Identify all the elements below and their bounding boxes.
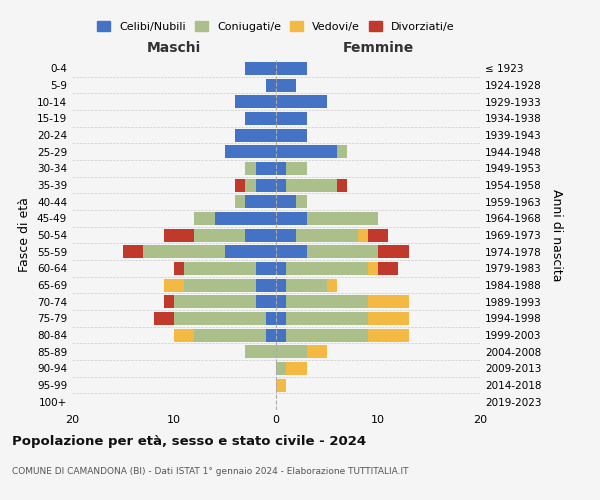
Bar — [266, 312, 276, 325]
Bar — [266, 328, 276, 342]
Bar — [276, 328, 286, 342]
Bar — [276, 128, 307, 141]
Bar — [286, 312, 368, 325]
Bar — [164, 228, 194, 241]
Bar — [378, 262, 398, 275]
Bar — [245, 228, 276, 241]
Bar — [286, 262, 368, 275]
Bar — [337, 178, 347, 192]
Bar — [286, 328, 368, 342]
Bar — [296, 228, 358, 241]
Bar — [307, 245, 378, 258]
Bar — [174, 262, 184, 275]
Bar — [276, 112, 307, 125]
Bar — [215, 212, 276, 225]
Bar — [307, 345, 327, 358]
Bar — [276, 162, 286, 175]
Bar — [154, 312, 174, 325]
Bar — [276, 78, 296, 92]
Bar — [368, 262, 378, 275]
Bar — [276, 228, 296, 241]
Bar — [276, 262, 286, 275]
Bar — [307, 212, 378, 225]
Bar — [337, 145, 347, 158]
Bar — [245, 345, 276, 358]
Bar — [276, 345, 307, 358]
Bar — [194, 228, 245, 241]
Bar — [276, 362, 286, 375]
Text: Popolazione per età, sesso e stato civile - 2024: Popolazione per età, sesso e stato civil… — [12, 435, 366, 448]
Bar — [256, 278, 276, 291]
Bar — [286, 362, 307, 375]
Bar — [123, 245, 143, 258]
Legend: Celibi/Nubili, Coniugati/e, Vedovi/e, Divorziati/e: Celibi/Nubili, Coniugati/e, Vedovi/e, Di… — [93, 16, 459, 36]
Bar — [286, 295, 368, 308]
Bar — [368, 295, 409, 308]
Bar — [327, 278, 337, 291]
Bar — [378, 245, 409, 258]
Bar — [194, 328, 266, 342]
Bar — [164, 278, 184, 291]
Y-axis label: Anni di nascita: Anni di nascita — [550, 188, 563, 281]
Bar — [235, 178, 245, 192]
Bar — [368, 312, 409, 325]
Bar — [286, 178, 337, 192]
Bar — [276, 95, 327, 108]
Bar — [235, 95, 276, 108]
Bar — [296, 195, 307, 208]
Bar — [256, 262, 276, 275]
Bar — [256, 295, 276, 308]
Bar — [174, 295, 256, 308]
Bar — [276, 245, 307, 258]
Bar — [286, 162, 307, 175]
Bar — [266, 78, 276, 92]
Bar — [184, 278, 256, 291]
Bar — [184, 262, 256, 275]
Text: COMUNE DI CAMANDONA (BI) - Dati ISTAT 1° gennaio 2024 - Elaborazione TUTTITALIA.: COMUNE DI CAMANDONA (BI) - Dati ISTAT 1°… — [12, 468, 409, 476]
Bar — [245, 112, 276, 125]
Bar — [276, 378, 286, 392]
Text: Maschi: Maschi — [147, 41, 201, 55]
Bar — [368, 228, 388, 241]
Bar — [276, 278, 286, 291]
Bar — [276, 295, 286, 308]
Bar — [245, 62, 276, 75]
Bar — [174, 312, 266, 325]
Bar — [174, 328, 194, 342]
Bar — [276, 178, 286, 192]
Bar — [358, 228, 368, 241]
Bar — [245, 178, 256, 192]
Bar — [276, 195, 296, 208]
Bar — [245, 162, 256, 175]
Text: Femmine: Femmine — [343, 41, 413, 55]
Y-axis label: Fasce di età: Fasce di età — [19, 198, 31, 272]
Bar — [276, 212, 307, 225]
Bar — [276, 312, 286, 325]
Bar — [245, 195, 276, 208]
Bar — [235, 195, 245, 208]
Bar — [368, 328, 409, 342]
Bar — [194, 212, 215, 225]
Bar — [164, 295, 174, 308]
Bar — [276, 145, 337, 158]
Bar — [225, 245, 276, 258]
Bar — [235, 128, 276, 141]
Bar — [225, 145, 276, 158]
Bar — [286, 278, 327, 291]
Bar — [143, 245, 225, 258]
Bar — [276, 62, 307, 75]
Bar — [256, 178, 276, 192]
Bar — [256, 162, 276, 175]
